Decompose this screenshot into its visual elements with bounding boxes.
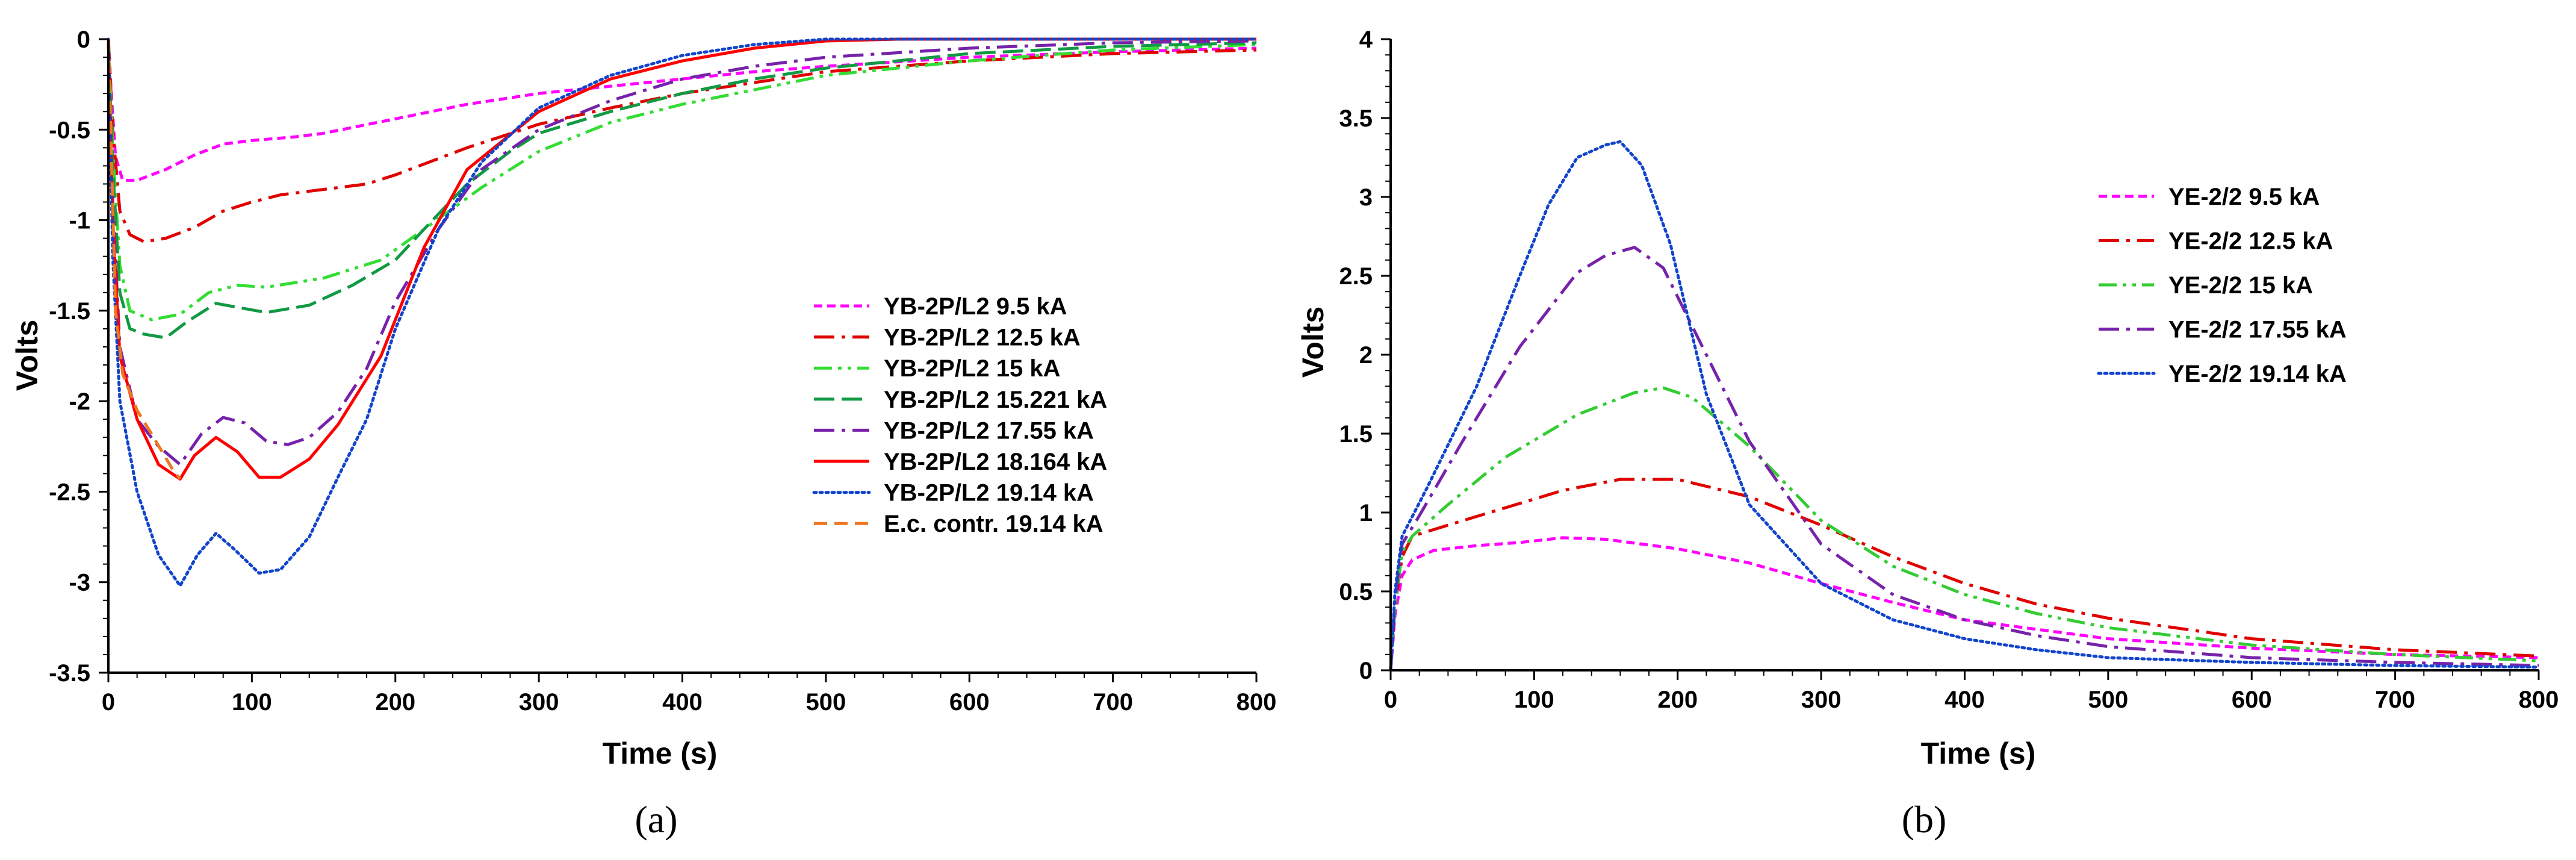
panel-a-series [107, 37, 1258, 588]
series-line-b-1 [1389, 478, 2539, 671]
y-tick-label: -2.5 [49, 479, 90, 505]
legend-label: YB-2P/L2 12.5 kA [884, 325, 1081, 351]
x-tick-label: 400 [662, 689, 703, 715]
y-tick-label: -0.5 [49, 117, 90, 143]
y-tick-label: -3.5 [49, 660, 90, 687]
x-tick-label: 100 [232, 689, 272, 715]
y-tick-label: 0 [77, 26, 90, 53]
y-tick-label: -2 [69, 388, 90, 415]
panel-b-ticks: 0 100 200 300 400 500 600 700 800 0 0.5 1 1.5 2 2.5 3 3.… [1339, 26, 2559, 713]
x-tick-label: 500 [806, 689, 846, 715]
panel-b-caption: (b) [1902, 798, 1947, 841]
y-tick-label: 0 [1359, 658, 1373, 684]
y-tick-label: -3 [69, 570, 90, 596]
panel-b-chart: 0 100 200 300 400 500 600 700 800 0 0.5 1 1.5 2 2.5 3 3.… [1296, 26, 2559, 841]
legend-label: YB-2P/L2 9.5 kA [884, 293, 1067, 320]
x-tick-label: 400 [1944, 687, 1985, 713]
panel-a-legend: YB-2P/L2 9.5 kA YB-2P/L2 12.5 kA YB-2P/L2 … [812, 293, 1107, 537]
y-tick-label: 4 [1359, 26, 1373, 53]
y-tick-label: 3.5 [1339, 105, 1373, 132]
series-line-b-4 [1389, 140, 2540, 672]
legend-label: YB-2P/L2 15.221 kA [884, 387, 1107, 413]
y-tick-label: 2.5 [1339, 263, 1373, 290]
series-line-b-2 [1389, 386, 2539, 671]
series-line-a-6 [107, 37, 1258, 588]
x-tick-label: 200 [1657, 687, 1698, 713]
legend-label: YE-2/2 15 kA [2168, 272, 2313, 299]
panel-a-x-axis-title: Time (s) [603, 737, 718, 770]
series-line-a-1 [107, 39, 1257, 244]
series-line-a-3 [107, 39, 1257, 340]
legend-label: YB-2P/L2 18.164 kA [884, 449, 1107, 475]
x-tick-label: 0 [102, 689, 115, 715]
legend-label: E.c. contr. 19.14 kA [884, 511, 1103, 537]
x-tick-label: 800 [2519, 687, 2559, 713]
legend-label: YE-2/2 19.14 kA [2168, 361, 2347, 387]
panel-b-y-axis-title: Volts [1296, 307, 1330, 378]
x-tick-label: 0 [1384, 687, 1397, 713]
series-line-a-5 [107, 37, 1256, 481]
x-tick-label: 300 [519, 689, 559, 715]
y-tick-label: 3 [1359, 184, 1373, 211]
y-tick-label: 1.5 [1339, 421, 1373, 447]
series-line-a-2 [107, 39, 1257, 322]
series-line-b-3 [1389, 246, 2539, 671]
legend-label: YB-2P/L2 19.14 kA [884, 480, 1094, 506]
panel-b-series [1389, 140, 2540, 672]
panel-b-legend: YE-2/2 9.5 kA YE-2/2 12.5 kA YE-2/2 15 kA Y… [2097, 184, 2347, 387]
x-tick-label: 100 [1514, 687, 1554, 713]
panel-a-y-axis-title: Volts [10, 320, 44, 391]
x-tick-label: 500 [2088, 687, 2129, 713]
legend-label: YE-2/2 12.5 kA [2168, 228, 2333, 255]
legend-label: YB-2P/L2 15 kA [884, 355, 1060, 382]
y-tick-label: -1.5 [49, 298, 90, 325]
series-line-b-0 [1389, 536, 2539, 671]
legend-label: YE-2/2 17.55 kA [2168, 317, 2347, 343]
series-line-a-0 [107, 39, 1257, 182]
x-tick-label: 600 [2232, 687, 2272, 713]
y-tick-label: 0.5 [1339, 579, 1373, 605]
x-tick-label: 200 [375, 689, 415, 715]
panel-a-caption: (a) [635, 798, 677, 841]
legend-label: YB-2P/L2 17.55 kA [884, 417, 1094, 444]
legend-label: YE-2/2 9.5 kA [2168, 184, 2320, 210]
panel-b-x-axis-title: Time (s) [1921, 737, 2036, 770]
x-tick-label: 700 [2375, 687, 2415, 713]
y-tick-label: 2 [1359, 342, 1373, 369]
y-tick-label: -1 [69, 208, 90, 234]
x-tick-label: 600 [949, 689, 990, 715]
panel-a-chart: 0 100 200 300 400 500 600 700 800 0 -0.5 -1 -1.5 -2 -2… [10, 26, 1276, 841]
panel-a-ticks: 0 100 200 300 400 500 600 700 800 0 -0.5 -1 -1.5 -2 -2… [49, 26, 1276, 715]
x-tick-label: 300 [1801, 687, 1842, 713]
y-tick-label: 1 [1359, 500, 1373, 526]
series-line-a-7 [107, 39, 182, 480]
x-tick-label: 800 [1237, 689, 1277, 715]
x-tick-label: 700 [1093, 689, 1133, 715]
